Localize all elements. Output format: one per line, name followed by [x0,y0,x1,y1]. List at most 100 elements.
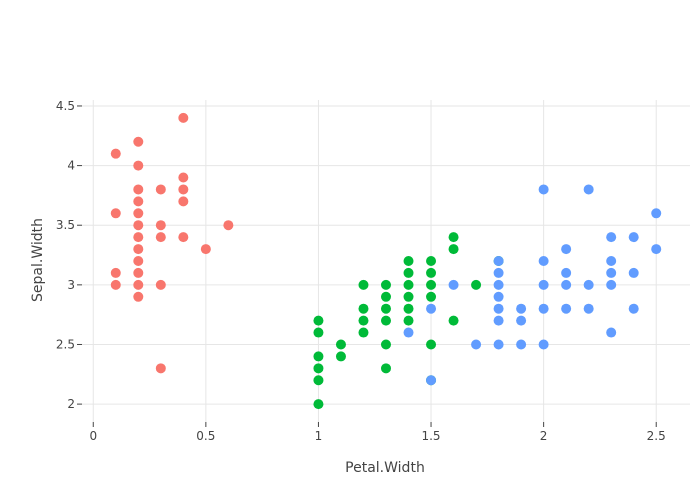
scatter-point-series-2[interactable] [426,256,437,266]
scatter-point-series-1[interactable] [178,196,189,207]
scatter-point-series-1[interactable] [133,184,144,195]
scatter-point-series-2[interactable] [381,315,391,326]
scatter-point-series-3[interactable] [538,256,549,266]
scatter-point-series-1[interactable] [133,136,144,147]
scatter-point-series-2[interactable] [313,315,324,326]
scatter-point-series-2[interactable] [448,232,459,243]
scatter-point-series-3[interactable] [606,256,617,266]
scatter-point-series-1[interactable] [178,112,189,123]
scatter-point-series-1[interactable] [178,232,189,243]
scatter-point-series-1[interactable] [133,256,144,266]
scatter-point-series-1[interactable] [178,184,189,195]
scatter-point-series-2[interactable] [381,339,391,350]
scatter-point-series-2[interactable] [381,303,391,314]
scatter-point-series-1[interactable] [133,267,144,278]
scatter-point-series-1[interactable] [133,208,144,219]
scatter-point-series-3[interactable] [583,303,594,314]
scatter-point-series-1[interactable] [133,220,144,231]
scatter-point-series-3[interactable] [516,339,527,350]
scatter-point-series-3[interactable] [606,267,617,278]
scatter-point-series-1[interactable] [155,220,166,231]
scatter-point-series-3[interactable] [493,339,504,350]
scatter-point-series-3[interactable] [628,303,639,314]
scatter-point-series-3[interactable] [471,339,482,350]
scatter-point-series-3[interactable] [628,232,639,243]
scatter-point-series-3[interactable] [493,291,504,302]
scatter-point-series-2[interactable] [426,291,437,302]
scatter-point-series-2[interactable] [403,303,414,314]
scatter-point-series-1[interactable] [133,279,144,290]
scatter-point-series-3[interactable] [606,232,617,243]
scatter-point-series-2[interactable] [403,291,414,302]
scatter-point-series-2[interactable] [313,363,324,374]
scatter-point-series-2[interactable] [448,315,459,326]
scatter-point-series-2[interactable] [426,267,437,278]
scatter-point-series-1[interactable] [155,279,166,290]
scatter-point-series-3[interactable] [493,267,504,278]
scatter-point-series-1[interactable] [155,184,166,195]
scatter-point-series-3[interactable] [493,303,504,314]
scatter-point-series-1[interactable] [133,196,144,207]
scatter-point-series-3[interactable] [538,184,549,195]
scatter-point-series-1[interactable] [110,267,121,278]
scatter-point-series-3[interactable] [493,256,504,266]
scatter-point-series-2[interactable] [426,339,437,350]
scatter-point-series-1[interactable] [110,208,121,219]
scatter-point-series-2[interactable] [426,279,437,290]
scatter-point-series-2[interactable] [403,267,414,278]
scatter-point-series-1[interactable] [133,232,144,243]
y-tick-label: 3.5 [56,218,75,232]
scatter-point-series-1[interactable] [110,279,121,290]
scatter-point-series-2[interactable] [335,351,346,362]
scatter-point-series-1[interactable] [133,291,144,302]
scatter-point-series-3[interactable] [538,339,549,350]
y-tick-label: 3 [67,278,75,292]
scatter-point-series-1[interactable] [133,244,144,255]
scatter-point-series-3[interactable] [538,303,549,314]
scatter-point-series-3[interactable] [583,279,594,290]
scatter-point-series-3[interactable] [426,303,437,314]
scatter-point-series-3[interactable] [561,279,572,290]
scatter-point-series-3[interactable] [516,315,527,326]
scatter-point-series-2[interactable] [313,399,324,410]
scatter-point-series-2[interactable] [358,279,369,290]
scatter-point-series-2[interactable] [358,327,369,338]
scatter-point-series-1[interactable] [155,232,166,243]
scatter-point-series-1[interactable] [223,220,234,231]
scatter-point-series-3[interactable] [606,279,617,290]
scatter-point-series-2[interactable] [403,279,414,290]
scatter-point-series-1[interactable] [200,244,211,255]
scatter-point-series-3[interactable] [403,327,414,338]
scatter-point-series-3[interactable] [493,315,504,326]
scatter-point-series-3[interactable] [651,244,662,255]
scatter-point-series-3[interactable] [583,184,594,195]
scatter-point-series-3[interactable] [606,327,617,338]
scatter-point-series-3[interactable] [493,279,504,290]
scatter-point-series-3[interactable] [561,303,572,314]
scatter-point-series-1[interactable] [178,172,189,183]
scatter-point-series-3[interactable] [561,244,572,255]
scatter-point-series-2[interactable] [313,327,324,338]
scatter-point-series-2[interactable] [335,339,346,350]
scatter-point-series-3[interactable] [538,279,549,290]
scatter-point-series-1[interactable] [155,363,166,374]
scatter-point-series-2[interactable] [381,291,391,302]
scatter-point-series-2[interactable] [358,315,369,326]
scatter-point-series-3[interactable] [448,279,459,290]
scatter-point-series-2[interactable] [471,279,482,290]
scatter-point-series-2[interactable] [381,279,391,290]
scatter-point-series-2[interactable] [403,256,414,266]
scatter-point-series-2[interactable] [313,375,324,386]
scatter-point-series-2[interactable] [403,315,414,326]
scatter-point-series-3[interactable] [516,303,527,314]
scatter-point-series-3[interactable] [426,375,437,386]
scatter-point-series-1[interactable] [110,148,121,159]
scatter-point-series-2[interactable] [313,351,324,362]
scatter-point-series-3[interactable] [561,267,572,278]
scatter-point-series-2[interactable] [358,303,369,314]
scatter-point-series-3[interactable] [651,208,662,219]
scatter-point-series-1[interactable] [133,160,144,171]
scatter-point-series-3[interactable] [628,267,639,278]
scatter-point-series-2[interactable] [381,363,391,374]
scatter-point-series-2[interactable] [448,244,459,255]
